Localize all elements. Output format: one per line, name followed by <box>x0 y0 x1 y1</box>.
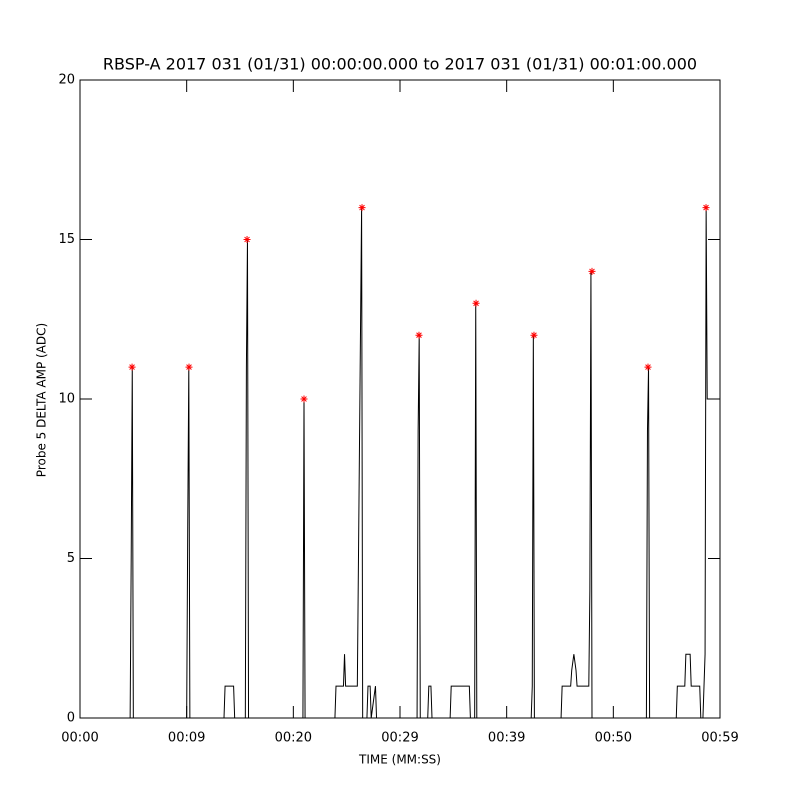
peak-marker <box>588 267 596 275</box>
peak-marker <box>644 363 652 371</box>
y-tick-label: 0 <box>67 711 75 726</box>
signal-line <box>80 207 720 719</box>
x-tick-label: 00:00 <box>61 731 98 746</box>
peak-marker <box>243 236 251 243</box>
peak-marker <box>415 331 423 339</box>
y-tick-label: 15 <box>58 232 75 247</box>
x-tick-label: 00:09 <box>168 731 205 746</box>
y-axis-label: Probe 5 DELTA AMP (ADC) <box>35 323 49 477</box>
peak-marker <box>702 204 710 212</box>
y-tick-label: 10 <box>58 392 75 407</box>
x-tick-label: 00:50 <box>595 731 632 746</box>
peak-marker <box>185 363 193 371</box>
x-tick-label: 00:29 <box>381 731 418 746</box>
x-tick-label: 00:39 <box>488 731 525 746</box>
x-tick-label: 00:20 <box>275 731 312 746</box>
peak-marker <box>530 331 538 339</box>
x-axis-label: TIME (MM:SS) <box>358 753 441 767</box>
peak-marker <box>472 299 480 307</box>
peak-marker <box>128 363 136 371</box>
y-tick-label: 5 <box>67 551 75 566</box>
y-tick-label: 20 <box>58 73 75 88</box>
peak-marker <box>358 204 366 212</box>
x-tick-label: 00:59 <box>701 731 738 746</box>
peak-marker <box>300 395 308 403</box>
chart-title: RBSP-A 2017 031 (01/31) 00:00:00.000 to … <box>103 55 697 74</box>
